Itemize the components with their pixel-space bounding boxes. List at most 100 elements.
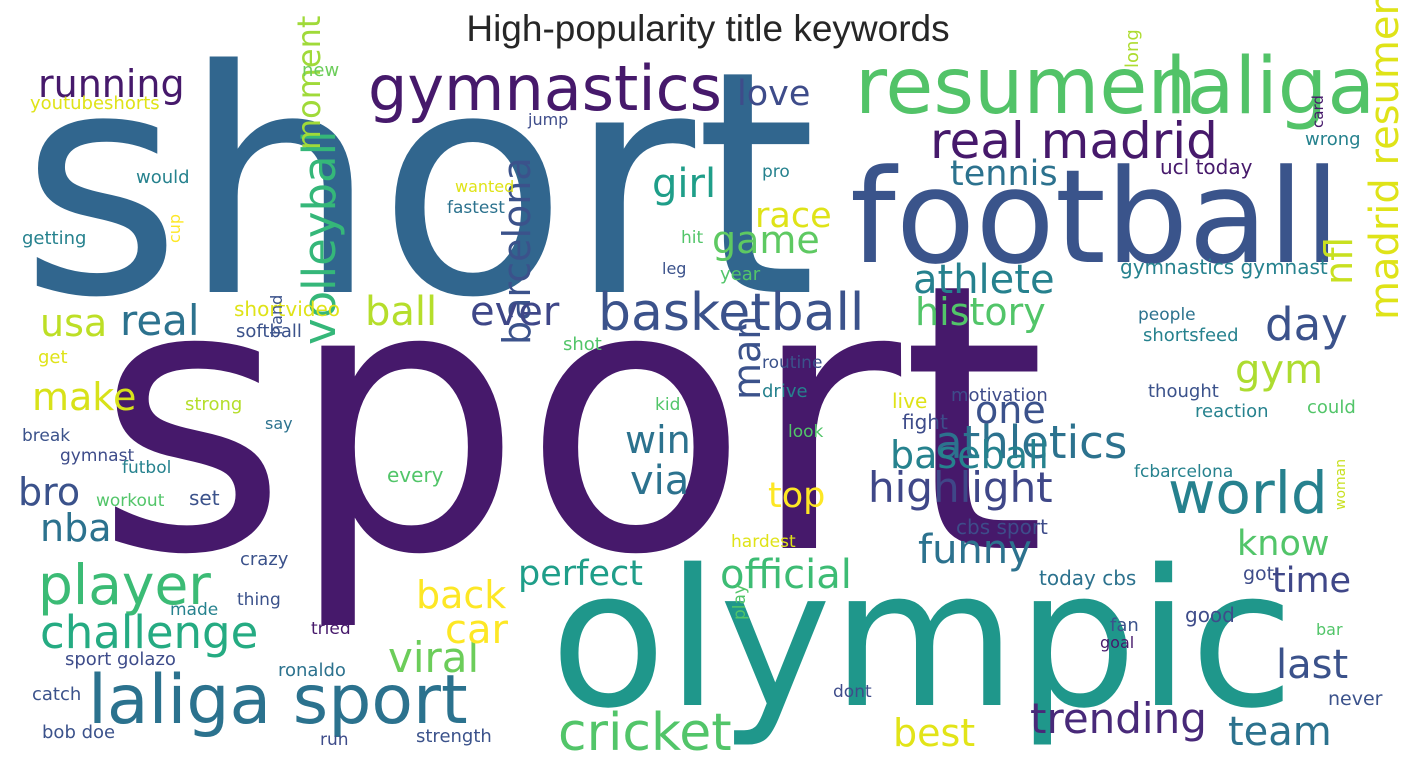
cloud-word: woman [1333,459,1349,510]
cloud-word: athlete [913,257,1055,303]
cloud-word: every [387,463,444,487]
cloud-word: never [1328,688,1383,710]
cloud-word: moment [290,16,328,150]
cloud-word: made [170,600,218,620]
cloud-word: olympic [550,529,1294,750]
cloud-word: perfect [518,554,643,594]
cloud-word: workout [96,491,165,511]
cloud-word: fastest [447,198,505,218]
cloud-word: hardest [731,532,796,552]
cloud-word: get [38,347,68,368]
cloud-word: getting [22,228,86,249]
cloud-word: one [975,388,1046,432]
cloud-word: bro [18,470,80,514]
cloud-word: sport [95,206,1046,636]
cloud-word: tried [311,619,351,639]
cloud-word: could [1307,397,1356,418]
cloud-word: challenge [40,606,258,659]
cloud-word: shot [563,334,602,355]
cloud-word: run [320,730,349,750]
cloud-word: laliga [1165,42,1375,132]
cloud-word: cbs sport [956,515,1048,539]
cloud-word: got [1243,563,1274,585]
cloud-word: game [712,218,820,262]
cloud-word: usa [40,301,107,345]
cloud-word: real madrid [930,112,1218,170]
cloud-word: shortsfeed [1143,325,1239,346]
cloud-word: play [730,584,750,620]
cloud-word: thing [237,590,281,610]
cloud-word: ball [365,289,437,335]
cloud-word: kid [655,395,680,415]
cloud-word: make [32,375,136,419]
cloud-word: time [1272,561,1351,601]
cloud-word: madrid resumen [1362,0,1408,320]
cloud-word: short [20,5,817,366]
cloud-word: jump [527,110,568,129]
cloud-word: ever [470,289,560,335]
cloud-word: via [630,458,689,504]
cloud-word: say [265,414,293,433]
cloud-word: cricket [558,703,732,763]
cloud-word: motivation [951,385,1048,406]
cloud-word: goal [1100,633,1134,652]
cloud-word: car [445,607,509,653]
cloud-word: reaction [1195,401,1269,422]
cloud-word: day [1265,298,1348,351]
cloud-word: official [720,552,852,598]
cloud-word: softball [236,321,302,342]
cloud-word: know [1237,524,1330,564]
cloud-word: would [136,167,190,188]
cloud-word: bob doe [42,722,115,743]
cloud-word: today cbs [1039,566,1136,590]
cloud-word: win [625,418,691,462]
cloud-word: athletics [935,416,1127,469]
cloud-word: basketball [598,283,864,343]
cloud-word: nba [40,506,112,550]
cloud-word: top [768,476,825,516]
cloud-word: shortvideo [234,297,340,321]
cloud-word: look [788,422,824,442]
cloud-word: world [1168,459,1328,527]
cloud-word: crazy [240,549,289,570]
cloud-word: cup [165,214,184,243]
cloud-word: nfl [1317,237,1361,285]
cloud-word: pro [762,162,790,182]
cloud-word: hand [267,295,286,335]
cloud-word: break [22,426,70,446]
cloud-word: girl [652,161,716,207]
cloud-word: laliga sport [88,661,468,740]
cloud-word: card [1309,95,1327,128]
cloud-word: live [892,389,927,413]
cloud-word: routine [762,353,822,373]
cloud-word: funny [918,527,1032,573]
cloud-word: fight [902,410,948,434]
cloud-word: long [1122,29,1143,68]
cloud-word: wrong [1305,129,1361,150]
cloud-word: gymnastics gymnast [1120,255,1328,279]
cloud-word: drive [762,381,808,402]
cloud-word: tennis [950,154,1058,194]
cloud-word: strength [416,726,492,747]
cloud-word: team [1228,709,1332,755]
cloud-word: year [720,264,761,285]
cloud-word: fan [1110,615,1139,636]
cloud-word: thought [1148,381,1219,402]
cloud-word: fcbarcelona [1134,462,1233,482]
cloud-word: last [1276,642,1348,688]
cloud-word: sport golazo [65,649,176,670]
cloud-word: youtubeshorts [30,93,160,114]
cloud-word: ucl today [1160,155,1253,179]
cloud-word: race [755,196,832,236]
cloud-word: resumen [855,42,1197,132]
cloud-word: gymnast [60,446,134,466]
cloud-word: set [189,486,220,510]
cloud-word: running [38,62,185,106]
cloud-word: catch [32,684,81,705]
cloud-word: leg [662,259,686,278]
cloud-word: gym [1235,347,1323,393]
cloud-word: people [1138,305,1196,325]
cloud-word: history [915,290,1046,334]
cloud-word: strong [185,394,242,415]
cloud-word: highlight [868,463,1053,512]
